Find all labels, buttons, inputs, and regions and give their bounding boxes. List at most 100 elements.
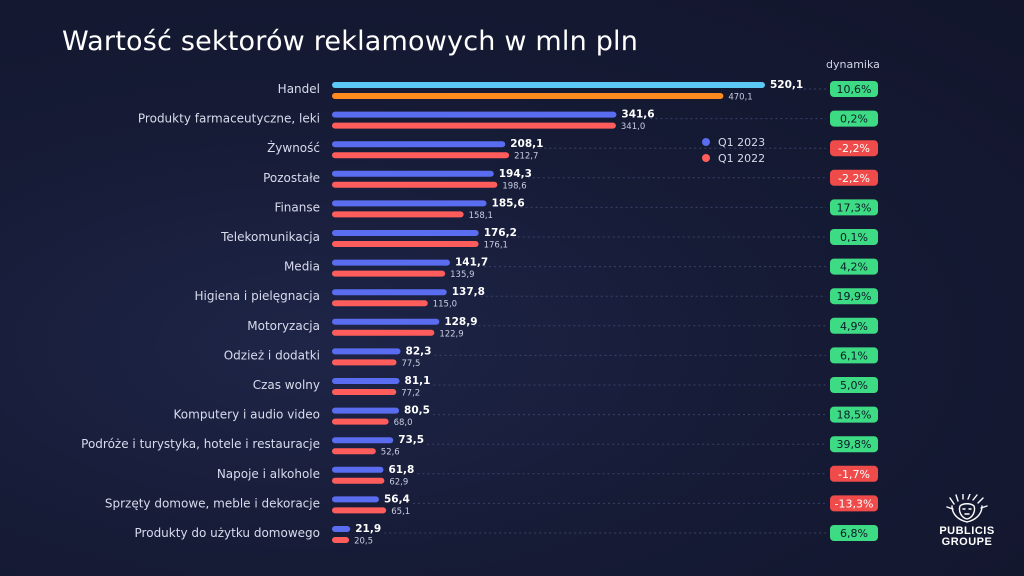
category-label: Czas wolny	[253, 378, 320, 392]
dynamics-badge	[830, 110, 878, 127]
logo-line-1: PUBLICIS	[939, 525, 995, 537]
value-label-q1-2023: 81,1	[405, 375, 431, 387]
bar-q1-2023	[332, 407, 400, 414]
category-label: Produkty farmaceutyczne, leki	[138, 112, 320, 126]
value-label-q1-2023: 73,5	[398, 434, 424, 446]
dynamics-value: 39,8%	[837, 438, 872, 451]
bar-q1-2023	[332, 230, 479, 236]
dynamics-value: -13,3%	[835, 497, 874, 510]
category-label: Motoryzacja	[247, 319, 320, 333]
bar-q1-2022	[332, 448, 376, 455]
dynamics-value: 0,1%	[840, 231, 868, 244]
value-label-q1-2022: 135,9	[450, 270, 474, 280]
dynamics-value: 0,2%	[840, 113, 868, 126]
bar-q1-2023	[332, 466, 384, 473]
dynamics-value: 6,1%	[840, 349, 868, 362]
legend-label-q1-2022: Q1 2022	[718, 151, 766, 165]
dynamics-value: 18,5%	[837, 409, 872, 422]
dynamics-badge	[830, 377, 878, 393]
value-label-q1-2023: 176,2	[484, 227, 517, 239]
bar-q1-2023	[332, 437, 394, 444]
value-label-q1-2023: 82,3	[406, 345, 432, 357]
bar-q1-2022	[332, 359, 397, 366]
category-label: Produkty do użytku domowego	[135, 526, 320, 540]
dynamics-badge	[830, 81, 878, 97]
dynamics-badge	[830, 258, 878, 275]
chart-title: Wartość sektorów reklamowych w mln pln	[62, 26, 639, 57]
value-label-q1-2022: 77,5	[402, 359, 421, 369]
value-label-q1-2022: 341,0	[621, 122, 645, 132]
legend-item-q1-2022: Q1 2022	[702, 150, 765, 166]
bar-q1-2022	[332, 477, 385, 484]
category-label: Odzież i dodatki	[224, 348, 320, 362]
category-label: Handel	[278, 82, 320, 96]
bar-q1-2023	[332, 259, 450, 266]
bar-q1-2023	[332, 496, 379, 503]
dynamics-badge	[830, 525, 878, 541]
logo-line-2: GROUPE	[941, 536, 993, 548]
dynamics-value: 10,6%	[837, 83, 872, 96]
bar-q1-2022	[332, 389, 397, 395]
dynamics-badge	[830, 495, 878, 512]
bar-q1-2022	[332, 211, 464, 218]
bar-q1-2022	[332, 300, 428, 307]
bar-q1-2022	[332, 241, 479, 247]
dynamics-value: 5,0%	[840, 379, 868, 392]
bar-q1-2022	[332, 122, 616, 129]
bar-q1-2023	[332, 318, 440, 325]
category-label: Pozostałe	[263, 171, 320, 185]
value-label-q1-2022: 62,9	[389, 477, 408, 487]
category-label: Higiena i pielęgnacja	[194, 289, 320, 303]
bar-q1-2022	[332, 329, 435, 336]
dynamics-value: 4,2%	[840, 261, 868, 274]
category-label: Napoje i alkohole	[217, 467, 320, 481]
value-label-q1-2022: 20,5	[354, 537, 373, 547]
value-label-q1-2022: 122,9	[439, 329, 463, 339]
dynamics-badge	[830, 465, 878, 482]
category-label: Żywność	[267, 140, 320, 155]
legend-label-q1-2023: Q1 2023	[718, 135, 766, 149]
value-label-q1-2023: 208,1	[510, 138, 543, 150]
value-label-q1-2022: 176,1	[484, 241, 508, 251]
value-label-q1-2023: 137,8	[452, 286, 485, 298]
dynamics-badge	[830, 406, 878, 423]
dynamics-badge	[830, 347, 878, 364]
value-label-q1-2022: 158,1	[469, 211, 493, 221]
lion-head-icon	[946, 494, 988, 523]
category-label: Podróże i turystyka, hotele i restauracj…	[81, 437, 320, 451]
value-label-q1-2023: 194,3	[499, 168, 532, 180]
dynamics-value: -2,2%	[838, 142, 870, 155]
value-label-q1-2023: 185,6	[492, 197, 525, 209]
dynamics-header: dynamika	[826, 58, 880, 71]
category-label: Sprzęty domowe, meble i dekoracje	[105, 496, 320, 510]
bar-q1-2022	[332, 418, 389, 425]
category-label: Komputery i audio video	[174, 408, 320, 422]
category-label: Telekomunikacja	[220, 230, 320, 244]
dynamics-value: 17,3%	[837, 201, 872, 214]
legend-marker-q1-2023	[702, 138, 710, 146]
value-label-q1-2023: 128,9	[444, 316, 477, 328]
value-label-q1-2023: 141,7	[455, 257, 488, 269]
bar-q1-2023	[332, 289, 447, 296]
value-label-q1-2023: 21,9	[355, 523, 381, 535]
dynamics-value: -2,2%	[838, 172, 870, 185]
bar-q1-2023	[332, 82, 765, 88]
value-label-q1-2022: 65,1	[391, 507, 410, 517]
dynamics-value: 4,9%	[840, 320, 868, 333]
bar-q1-2023	[332, 378, 400, 384]
bar-q1-2023	[332, 141, 506, 148]
bar-q1-2023	[332, 111, 617, 118]
chart-legend: Q1 2023 Q1 2022	[702, 134, 765, 166]
dynamics-badge	[830, 317, 878, 334]
value-label-q1-2023: 56,4	[384, 493, 410, 505]
value-label-q1-2022: 470,1	[728, 93, 752, 103]
category-label: Finanse	[274, 200, 320, 214]
value-label-q1-2023: 341,6	[621, 109, 654, 121]
bar-q1-2022	[332, 270, 446, 277]
value-label-q1-2023: 80,5	[404, 405, 430, 417]
value-label-q1-2022: 52,6	[381, 448, 400, 458]
dynamics-badge	[830, 229, 878, 245]
value-label-q1-2023: 61,8	[388, 464, 414, 476]
bar-q1-2022	[332, 93, 724, 99]
